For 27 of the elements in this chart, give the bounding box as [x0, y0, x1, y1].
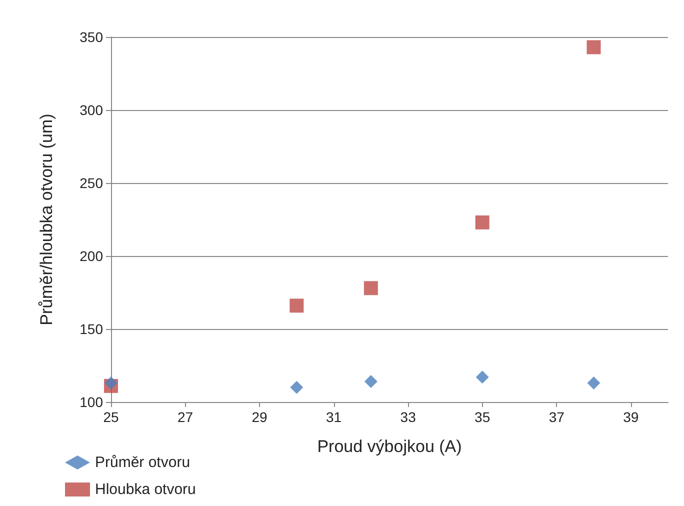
- y-tick-label: 250: [80, 175, 104, 191]
- point: [364, 375, 378, 388]
- x-tick-label: 37: [548, 409, 565, 425]
- x-axis-title: Proud výbojkou (A): [317, 437, 462, 456]
- x-tick-label: 35: [474, 409, 490, 425]
- x-tick-label: 27: [177, 409, 194, 425]
- x-tick-label: 25: [103, 409, 119, 425]
- x-tick-label: 33: [400, 409, 416, 425]
- x-tick-label: 39: [623, 409, 639, 425]
- y-tick-label: 300: [80, 102, 104, 118]
- x-tick-label: 31: [326, 409, 342, 425]
- y-tick-label: 350: [80, 29, 104, 45]
- y-tick-label: 150: [80, 321, 104, 337]
- legend-label: Hloubka otvoru: [95, 481, 196, 498]
- point: [104, 376, 118, 390]
- point: [475, 215, 490, 230]
- y-axis-title: Průměr/hloubka otvoru (um): [37, 114, 56, 326]
- y-tick-label: 200: [80, 248, 104, 264]
- point: [586, 40, 601, 54]
- y-tick-label: 100: [80, 394, 104, 410]
- point: [476, 370, 489, 384]
- legend-label: Průměr otvoru: [95, 454, 190, 471]
- point: [364, 281, 378, 296]
- point: [290, 298, 304, 313]
- point: [290, 380, 304, 394]
- point: [587, 376, 600, 390]
- x-tick-label: 29: [252, 409, 268, 425]
